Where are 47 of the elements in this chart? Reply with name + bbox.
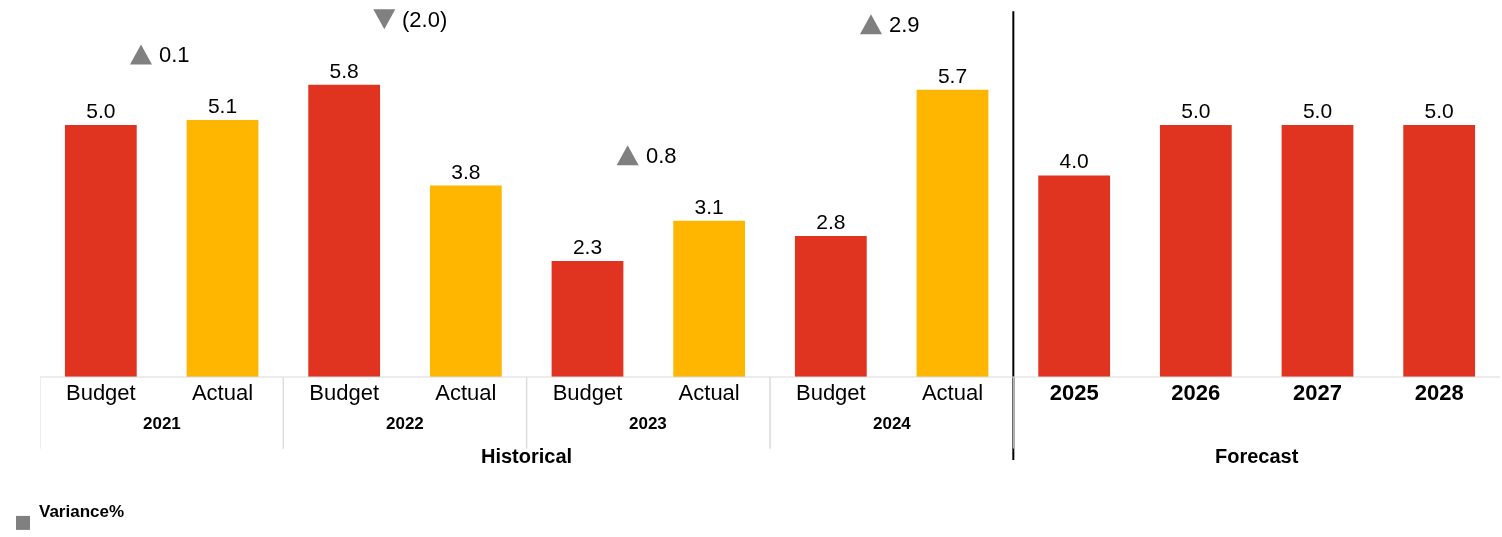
- text: 2022: [386, 414, 424, 433]
- data-label: 2.8: [816, 209, 846, 233]
- text: Variance%: [39, 502, 125, 521]
- text: 2024: [873, 414, 912, 433]
- x-tick-label: Budget: [795, 380, 866, 405]
- data-label: 4.0: [1059, 149, 1089, 173]
- x-tick-label: Budget: [65, 380, 136, 405]
- bar: [916, 89, 989, 377]
- bar: [1281, 125, 1354, 377]
- bar: [1038, 175, 1111, 377]
- data-label: 5.0: [1181, 99, 1211, 123]
- data-label: 5.7: [937, 63, 968, 87]
- text: Forecast: [1215, 445, 1299, 467]
- data-label: 5.1: [207, 94, 238, 118]
- x-tick-label: Actual: [678, 380, 740, 405]
- bar: [64, 125, 137, 377]
- bar: [1403, 125, 1476, 377]
- data-label: 3.8: [451, 159, 481, 183]
- text: 2.9: [889, 12, 920, 37]
- text: 2023: [629, 414, 667, 433]
- x-tick-label: 2028: [1414, 380, 1464, 405]
- x-tick-label: Budget: [309, 380, 380, 405]
- data-label: 3.1: [694, 194, 724, 218]
- x-tick-label: Actual: [921, 380, 984, 405]
- x-tick-label: 2027: [1293, 380, 1342, 405]
- text: (2.0): [402, 7, 448, 32]
- data-label: 2.3: [572, 235, 603, 259]
- bar: [673, 220, 746, 377]
- text: 0.1: [159, 42, 190, 67]
- bar: [794, 235, 867, 377]
- x-tick-label: Actual: [191, 380, 254, 405]
- x-tick-label: 2025: [1049, 380, 1099, 405]
- x-tick-label: 2026: [1171, 380, 1221, 405]
- data-label: 5.0: [86, 99, 116, 123]
- data-label: 5.0: [1302, 99, 1333, 123]
- bar: [429, 185, 502, 377]
- data-label: 5.0: [1424, 99, 1454, 123]
- bar: [551, 261, 624, 377]
- bar: [1159, 125, 1232, 377]
- x-tick-label: Actual: [435, 380, 497, 405]
- bar: [186, 120, 259, 377]
- annotation: 0.8: [646, 143, 677, 168]
- bar: [308, 84, 381, 377]
- text: Historical: [481, 445, 573, 467]
- text: 2021: [143, 414, 181, 433]
- data-label: 5.8: [329, 58, 359, 82]
- x-tick-label: Budget: [552, 380, 623, 405]
